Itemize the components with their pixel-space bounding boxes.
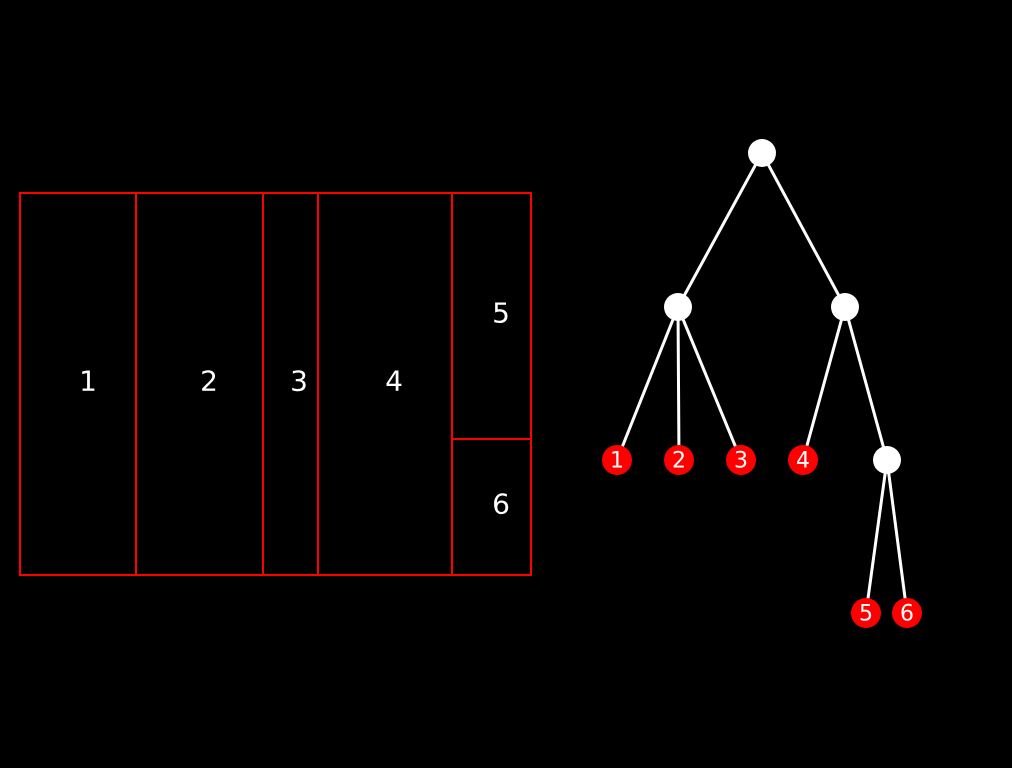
tree-edges [615, 152, 909, 614]
panel-label-6: 6 [492, 488, 510, 521]
internal-node-c [873, 446, 901, 474]
panel-label-5: 5 [492, 297, 510, 330]
edge-c-l6 [885, 459, 909, 614]
panel-label-1: 1 [79, 365, 97, 398]
leaf-label-2: 2 [672, 449, 686, 474]
edge-root-b [760, 152, 847, 308]
leaf-node-3 [726, 445, 756, 475]
leaf-label-4: 4 [796, 449, 810, 474]
leaf-node-1 [602, 445, 632, 475]
edge-c-l5 [864, 459, 889, 614]
edge-root-a [676, 152, 764, 308]
edge-a-l2 [676, 306, 681, 461]
leaf-label-3: 3 [734, 449, 748, 474]
leaf-label-6: 6 [900, 602, 914, 627]
edge-a-l3 [676, 306, 743, 461]
panel-label-3: 3 [290, 365, 308, 398]
panel-label-4: 4 [385, 365, 403, 398]
leaf-node-5 [851, 598, 881, 628]
tree-nodes: 1 2 3 4 5 6 [602, 139, 922, 628]
leaf-node-2 [664, 445, 694, 475]
leaf-label-1: 1 [610, 449, 624, 474]
edge-b-l4 [801, 306, 847, 461]
panel-6 [451, 438, 532, 576]
layout-diagram: 1 2 3 4 5 6 [19, 192, 532, 576]
internal-node-b [831, 293, 859, 321]
internal-node-a [664, 293, 692, 321]
leaf-node-6 [892, 598, 922, 628]
edge-a-l1 [615, 306, 680, 461]
panel-label-2: 2 [200, 365, 218, 398]
leaf-label-5: 5 [859, 602, 873, 627]
leaf-node-4 [788, 445, 818, 475]
internal-node-root [748, 139, 776, 167]
edge-b-c [843, 306, 889, 461]
